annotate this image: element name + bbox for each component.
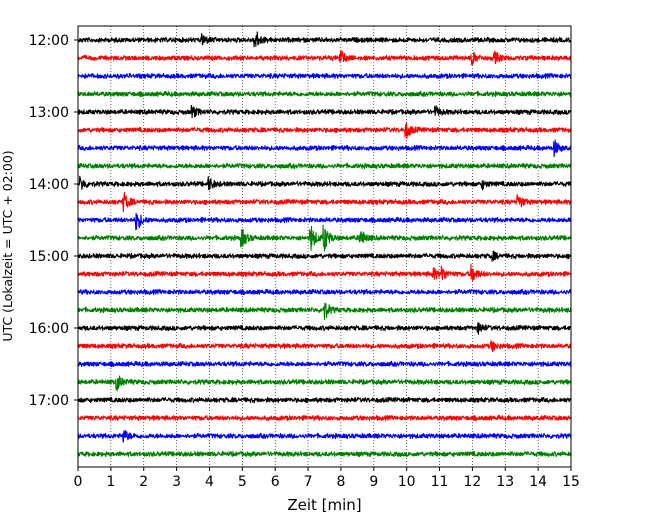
x-tick-label: 10: [398, 474, 416, 490]
plot-frame: [77, 25, 572, 468]
x-tick-label: 7: [304, 474, 313, 490]
trace-1345: [77, 162, 572, 170]
trace-1245: [77, 90, 572, 98]
trace-1315: [77, 122, 572, 140]
trace-1215: [77, 50, 572, 66]
trace-layer: [77, 31, 572, 458]
x-tick-label: 12: [463, 474, 481, 490]
trace-1330: [77, 139, 572, 158]
trace-1515: [77, 263, 572, 282]
trace-1230: [77, 72, 572, 80]
x-tick-label: 5: [238, 474, 247, 490]
x-tick-label: 15: [562, 474, 580, 490]
x-tick-label: 2: [139, 474, 148, 490]
trace-1600: [77, 321, 572, 335]
x-tick-label: 3: [172, 474, 181, 490]
trace-1300: [77, 104, 572, 119]
trace-1630: [77, 360, 572, 368]
x-axis: 0 1 2 3 4 5 6 7 8 9 10 11 12 13 14 15: [74, 467, 580, 490]
trace-1200: [77, 31, 572, 48]
y-tick-label: 17:00: [29, 393, 69, 409]
x-tick-label: 13: [496, 474, 514, 490]
trace-1400: [77, 175, 572, 191]
y-tick-label: 14:00: [29, 177, 69, 193]
trace-1730: [77, 429, 572, 443]
trace-1445: [77, 224, 572, 252]
x-tick-label: 11: [431, 474, 449, 490]
y-axis-label: UTC (Lokalzeit = UTC + 02:00): [0, 150, 15, 341]
trace-1715: [77, 414, 572, 422]
y-tick-label: 15:00: [29, 249, 69, 265]
trace-1415: [77, 192, 572, 213]
trace-1645: [77, 375, 572, 392]
trace-1500: [77, 250, 572, 262]
trace-1700: [77, 396, 572, 404]
trace-1615: [77, 340, 572, 353]
y-tick-label: 13:00: [29, 105, 69, 121]
x-tick-label: 0: [74, 474, 83, 490]
x-tick-label: 9: [369, 474, 378, 490]
x-tick-label: 4: [205, 474, 214, 490]
x-tick-label: 6: [271, 474, 280, 490]
trace-1530: [77, 288, 572, 296]
x-tick-label: 8: [336, 474, 345, 490]
y-tick-label: 12:00: [29, 33, 69, 49]
trace-1745: [77, 450, 572, 458]
x-tick-label: 14: [529, 474, 547, 490]
trace-1430: [77, 212, 572, 231]
trace-1545: [77, 302, 572, 320]
x-tick-label: 1: [106, 474, 115, 490]
y-tick-label: 16:00: [29, 321, 69, 337]
y-axis: 12:00 13:00 14:00 15:00 16:00 17:00: [29, 33, 78, 409]
x-axis-label: Zeit [min]: [287, 496, 361, 514]
